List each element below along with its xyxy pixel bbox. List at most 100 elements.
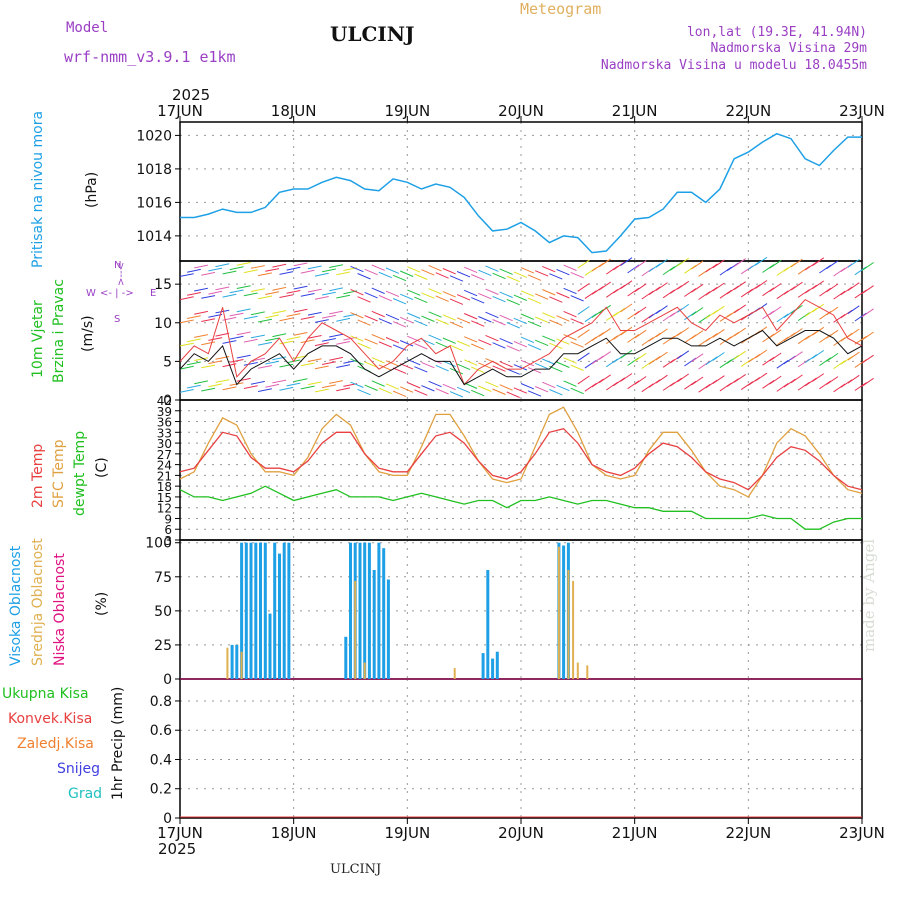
wind-barb xyxy=(854,312,867,322)
wind-barb xyxy=(790,351,803,361)
wind-barb xyxy=(677,327,690,336)
wind-barb xyxy=(392,321,407,328)
compass-arrows-h: <- | -> xyxy=(100,288,134,299)
wind-barb xyxy=(527,297,542,305)
wind-barb xyxy=(705,263,718,273)
wind-barb xyxy=(215,309,230,314)
cloud-high-bar xyxy=(235,644,239,679)
wind-barb xyxy=(591,309,604,318)
wind-barb xyxy=(634,376,647,385)
wind-barb xyxy=(378,318,392,325)
wind-barb xyxy=(861,331,874,341)
wind-barb xyxy=(492,365,506,372)
wind-barb xyxy=(329,333,344,338)
wind-barb xyxy=(222,293,237,298)
wind-barb xyxy=(392,390,407,398)
y-tick-label: 15 xyxy=(154,277,172,293)
wind-barb xyxy=(272,263,287,268)
y-tick-label: 0.2 xyxy=(150,782,172,798)
wind-barb xyxy=(492,295,506,303)
wind-barb xyxy=(620,280,633,290)
wind-barb xyxy=(250,265,265,269)
wind-barb xyxy=(677,350,690,360)
wind-barb xyxy=(485,265,499,272)
wind-barb xyxy=(194,287,208,292)
wind-barb xyxy=(563,357,577,364)
wind-barb xyxy=(286,290,301,294)
wind-barb xyxy=(577,259,590,269)
wind-barb xyxy=(265,268,280,272)
wind-barb xyxy=(506,322,520,329)
wind-barb xyxy=(762,379,775,389)
wind-barb xyxy=(506,368,520,375)
wind-barb xyxy=(577,329,590,339)
wind-barb xyxy=(407,289,421,296)
y-tick-label: 0.4 xyxy=(150,752,172,768)
wind-barb xyxy=(322,314,336,319)
wind-barb xyxy=(357,273,371,280)
wind-barb xyxy=(321,291,336,296)
wind-barb xyxy=(194,334,209,338)
y-tick-label: 27 xyxy=(157,448,172,462)
wind-barb xyxy=(520,359,535,367)
wind-barb xyxy=(364,384,378,391)
wind-barb xyxy=(506,275,520,283)
wind-barb xyxy=(336,387,351,392)
wind-barb xyxy=(186,338,201,343)
wind-barb xyxy=(648,286,661,296)
cloud-mid-bar xyxy=(567,570,570,679)
lonlat-label: lon,lat (19.3E, 41.94N) xyxy=(686,25,867,40)
cloud-mid-bar xyxy=(576,662,579,679)
wind-barb xyxy=(677,280,690,290)
wind-barb xyxy=(407,382,421,389)
wind-barb xyxy=(258,388,272,392)
y-tick-label: 0.6 xyxy=(150,723,172,739)
wind-barb xyxy=(684,311,697,321)
wind-barb xyxy=(321,361,336,365)
wind-barb xyxy=(435,341,449,349)
wind-barb xyxy=(258,365,272,369)
wind-barb xyxy=(194,380,209,385)
wind-barb xyxy=(279,271,294,275)
wind-barb xyxy=(428,311,442,318)
wind-barb xyxy=(520,267,535,274)
model-name: wrf-nmm_v3.9.1 e1km xyxy=(64,48,236,66)
wind-barb xyxy=(556,268,570,276)
wind-barb xyxy=(229,266,244,271)
wind-barb xyxy=(471,320,485,327)
wind-barb xyxy=(549,296,563,303)
wind-barb xyxy=(634,352,647,362)
wind-barb xyxy=(812,280,825,290)
wind-barb xyxy=(535,386,549,393)
wind-barb xyxy=(307,335,322,339)
wind-barb xyxy=(400,316,414,324)
wind-barb xyxy=(258,318,272,323)
wind-barb xyxy=(570,387,584,395)
wind-barb xyxy=(243,315,258,320)
y-tick-label: 15 xyxy=(157,491,172,505)
wind-barb xyxy=(833,290,846,300)
wind-barb xyxy=(385,267,400,274)
wind-barb xyxy=(442,314,456,321)
wind-barb xyxy=(378,364,392,371)
wind-barb xyxy=(179,319,194,324)
wind-barb xyxy=(201,341,216,346)
panel-frame xyxy=(179,399,863,541)
wind-barb xyxy=(549,319,563,326)
cloud-mid-bar xyxy=(363,662,366,679)
wind-barb xyxy=(620,373,633,382)
wind-barb xyxy=(265,360,280,365)
wind-barb xyxy=(492,319,506,326)
wind-barb xyxy=(684,380,697,390)
elevation-label: Nadmorska Visina 29m xyxy=(710,41,867,56)
wind-barb xyxy=(819,357,832,367)
wind-barb xyxy=(208,290,223,295)
cloud-high-bar xyxy=(386,579,390,679)
wind-barb xyxy=(392,298,407,305)
wind-barb xyxy=(648,355,661,365)
wind-barb xyxy=(691,330,704,339)
wind-barb xyxy=(385,290,400,298)
wind-barb xyxy=(286,382,301,387)
wind-barb xyxy=(570,364,584,371)
wind-barb xyxy=(179,296,194,301)
